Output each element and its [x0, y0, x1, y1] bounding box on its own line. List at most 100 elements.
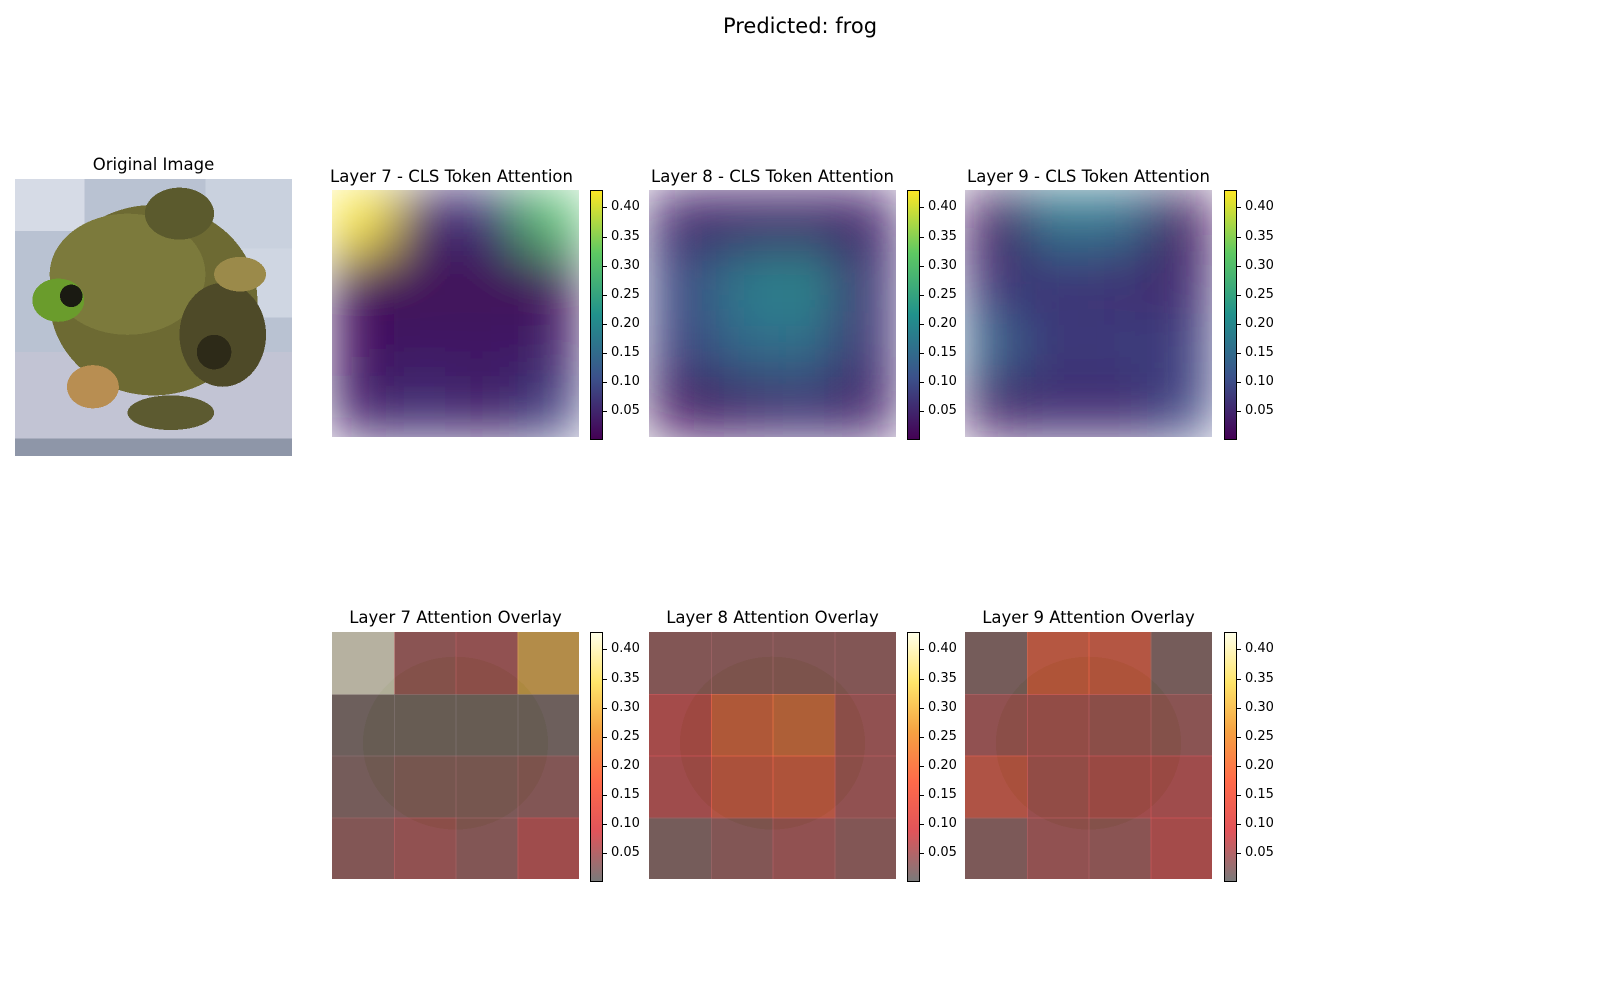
- colorbar-tick-mark: [603, 207, 607, 208]
- heatmap-cell: [834, 632, 896, 695]
- colorbar-tick-label: 0.10: [928, 374, 957, 389]
- colorbar-tick-label: 0.15: [1245, 787, 1274, 802]
- heatmap-cell: [1088, 755, 1152, 819]
- heatmap-cell: [834, 251, 896, 315]
- colorbar-tick-mark: [920, 824, 924, 825]
- heatmap-cell: [1088, 693, 1152, 757]
- heatmap-cell: [1150, 817, 1212, 879]
- colorbar-tick-label: 0.25: [1245, 729, 1274, 744]
- colorbar-tick-label: 0.15: [928, 345, 957, 360]
- colorbar-gradient: [1224, 190, 1237, 440]
- colorbar-tick-label: 0.30: [928, 258, 957, 273]
- colorbar-tick-label: 0.05: [1245, 845, 1274, 860]
- heatmap-cell: [455, 313, 519, 377]
- layer7-overlay-colorbar: 0.40 0.35 0.30 0.25 0.20 0.15 0.10 0.05: [590, 632, 670, 889]
- colorbar-tick-label: 0.35: [1245, 671, 1274, 686]
- colorbar-tick-mark: [920, 207, 924, 208]
- colorbar-tick-label: 0.40: [1245, 641, 1274, 656]
- colorbar-tick-mark: [1237, 207, 1241, 208]
- heatmap-cell: [649, 251, 712, 315]
- colorbar-gradient: [907, 632, 920, 882]
- colorbar-tick-label: 0.25: [611, 287, 640, 302]
- heatmap-cell: [455, 817, 519, 879]
- colorbar-tick-mark: [603, 382, 607, 383]
- heatmap-cell: [772, 313, 836, 377]
- heatmap-cell: [649, 632, 712, 695]
- layer8-colorbar: 0.40 0.35 0.30 0.25 0.20 0.15 0.10 0.05: [907, 190, 987, 447]
- heatmap-cell: [1026, 817, 1090, 879]
- colorbar-tick-label: 0.05: [611, 845, 640, 860]
- colorbar-tick-mark: [920, 853, 924, 854]
- colorbar-tick-label: 0.35: [611, 229, 640, 244]
- colorbar-tick-label: 0.40: [928, 641, 957, 656]
- colorbar-tick-label: 0.05: [928, 403, 957, 418]
- colorbar-tick-label: 0.40: [611, 641, 640, 656]
- layer9-attention-overlay: [965, 632, 1212, 879]
- layer8-overlay-title: Layer 8 Attention Overlay: [666, 608, 879, 627]
- heatmap-cell: [1088, 632, 1152, 695]
- colorbar-tick-label: 0.35: [928, 229, 957, 244]
- heatmap-cell: [332, 632, 395, 695]
- colorbar-tick-label: 0.20: [928, 316, 957, 331]
- colorbar-tick-label: 0.15: [928, 787, 957, 802]
- heatmap-cell: [1088, 190, 1152, 253]
- heatmap-cell: [1150, 693, 1212, 757]
- colorbar-tick-label: 0.10: [611, 374, 640, 389]
- original-image-title: Original Image: [92, 155, 215, 174]
- heatmap-cell: [1150, 755, 1212, 819]
- heatmap-cell: [710, 190, 774, 253]
- heatmap-cell: [332, 313, 395, 377]
- heatmap-cell: [649, 375, 712, 437]
- heatmap-cell: [834, 693, 896, 757]
- heatmap-cell: [710, 632, 774, 695]
- colorbar-tick-mark: [1237, 708, 1241, 709]
- heatmap-cell: [332, 755, 395, 819]
- colorbar-tick-mark: [1237, 237, 1241, 238]
- colorbar-tick-mark: [920, 649, 924, 650]
- layer8-overlay-colorbar: 0.40 0.35 0.30 0.25 0.20 0.15 0.10 0.05: [907, 632, 987, 889]
- colorbar-tick-label: 0.20: [1245, 316, 1274, 331]
- layer9-overlay-title: Layer 9 Attention Overlay: [982, 608, 1195, 627]
- heatmap-cell: [517, 375, 579, 437]
- heatmap-cell: [1150, 375, 1212, 437]
- heatmap-cell: [834, 817, 896, 879]
- colorbar-tick-mark: [1237, 353, 1241, 354]
- colorbar-tick-mark: [603, 708, 607, 709]
- colorbar-tick-mark: [920, 266, 924, 267]
- heatmap-svg: [649, 190, 896, 437]
- colorbar-tick-mark: [920, 324, 924, 325]
- heatmap-cell: [965, 251, 1028, 315]
- colorbar-tick-mark: [1237, 795, 1241, 796]
- heatmap-cell: [649, 693, 712, 757]
- heatmap-cell: [1150, 632, 1212, 695]
- colorbar-tick-mark: [1237, 295, 1241, 296]
- colorbar-tick-mark: [603, 353, 607, 354]
- heatmap-cell: [393, 632, 457, 695]
- heatmap-cell: [1088, 817, 1152, 879]
- colorbar-tick-mark: [1237, 382, 1241, 383]
- colorbar-tick-mark: [920, 679, 924, 680]
- layer8-attention-title: Layer 8 - CLS Token Attention: [651, 167, 894, 186]
- heatmap-cell: [517, 693, 579, 757]
- layer7-attention-heatmap: [332, 190, 579, 437]
- colorbar-tick-mark: [603, 649, 607, 650]
- colorbar-tick-label: 0.35: [611, 671, 640, 686]
- layer9-overlay-colorbar: 0.40 0.35 0.30 0.25 0.20 0.15 0.10 0.05: [1224, 632, 1304, 889]
- heatmap-cell: [1150, 313, 1212, 377]
- heatmap-cell: [772, 251, 836, 315]
- colorbar-tick-label: 0.10: [928, 816, 957, 831]
- heatmap-cell: [517, 313, 579, 377]
- colorbar-tick-label: 0.20: [611, 758, 640, 773]
- colorbar-tick-label: 0.15: [611, 345, 640, 360]
- heatmap-cell: [834, 313, 896, 377]
- colorbar-tick-mark: [920, 411, 924, 412]
- heatmap-cell: [772, 693, 836, 757]
- layer9-attention-heatmap: [965, 190, 1212, 437]
- colorbar-tick-label: 0.30: [611, 258, 640, 273]
- colorbar-tick-mark: [1237, 649, 1241, 650]
- layer7-colorbar: 0.40 0.35 0.30 0.25 0.20 0.15 0.10 0.05: [590, 190, 670, 447]
- heatmap-cell: [1088, 251, 1152, 315]
- layer8-attention-overlay: [649, 632, 896, 879]
- heatmap-cell: [965, 632, 1028, 695]
- colorbar-tick-mark: [920, 708, 924, 709]
